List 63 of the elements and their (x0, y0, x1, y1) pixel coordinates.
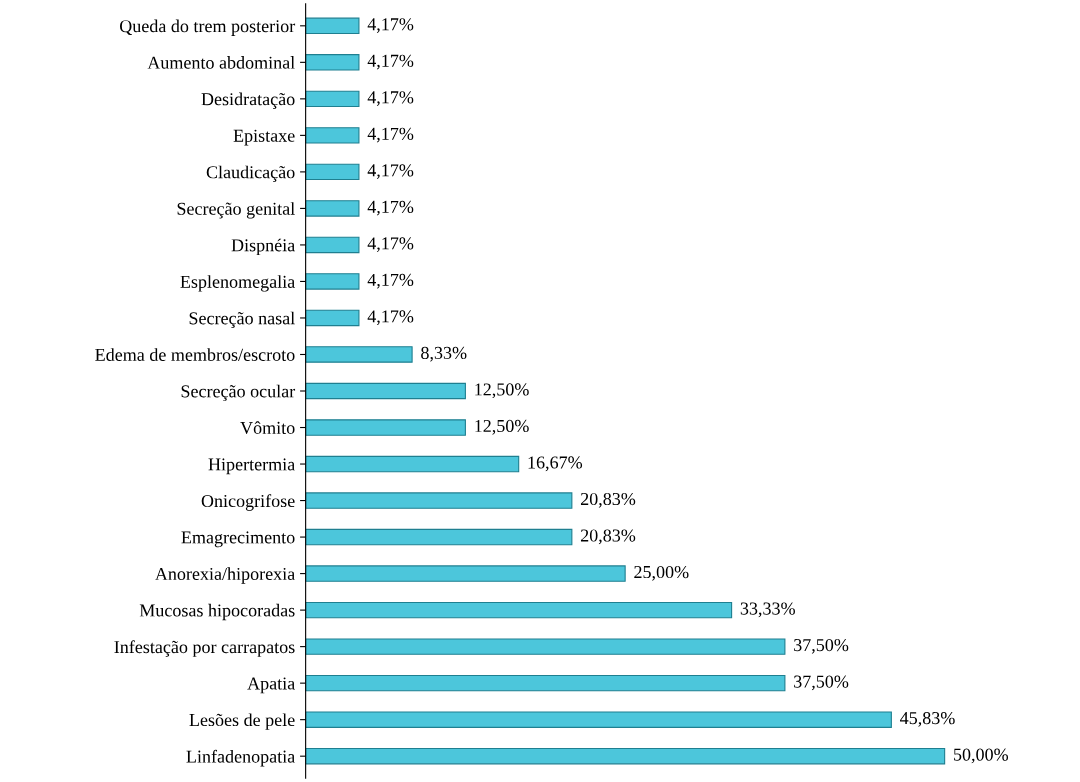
data-label: 4,17% (367, 164, 414, 180)
data-label: 12,50% (475, 383, 529, 399)
bar (305, 346, 413, 363)
y-tick-label: Mucosas hipocoradas (139, 603, 295, 621)
y-tick-label: Infestação por carrapatos (114, 640, 295, 657)
y-tick-label: Linfadenopatia (186, 749, 295, 767)
y-tick-label: Claudicação (206, 165, 295, 182)
y-tick-label: Onicogrifose (201, 494, 295, 511)
y-tick-label: Lesões de pele (189, 713, 295, 730)
bar (305, 17, 360, 35)
bar (305, 419, 466, 436)
bar (305, 127, 360, 144)
bar (305, 90, 360, 108)
data-label: 4,17% (367, 273, 414, 289)
data-label: 4,17% (367, 310, 414, 326)
y-tick-label: Secreção nasal (189, 311, 295, 329)
bar (305, 273, 360, 290)
data-label: 37,50% (794, 675, 849, 691)
data-label: 4,17% (367, 127, 414, 143)
y-tick-label: Dispnéia (231, 238, 295, 256)
bar (305, 565, 626, 582)
data-label: 8,33% (421, 346, 467, 362)
bar (305, 747, 946, 765)
data-label: 20,83% (580, 492, 636, 508)
y-tick-label: Epistaxe (233, 129, 295, 146)
data-label: 37,50% (794, 638, 849, 654)
y-tick-label: Hipertermia (208, 458, 295, 475)
bar (305, 163, 360, 181)
bar (305, 200, 360, 217)
bar (305, 54, 360, 71)
y-tick-label: Vômito (240, 421, 295, 435)
y-tick-label: Edema de membros/escroto (95, 348, 295, 361)
y-tick-label: Apatia (247, 677, 295, 694)
bar (305, 236, 360, 254)
bar (305, 309, 360, 327)
data-label: 4,17% (367, 91, 414, 106)
bar (305, 601, 733, 619)
data-label: 4,17% (367, 54, 414, 70)
bar (305, 711, 892, 728)
y-tick-label: Aumento abdominal (147, 56, 295, 69)
bar (305, 382, 466, 400)
bar (305, 528, 573, 546)
y-tick-label: Esplenomegalia (180, 275, 295, 292)
data-label: 50,00% (954, 748, 1009, 764)
y-tick-label: Secreção genital (177, 202, 295, 219)
data-label: 16,67% (528, 456, 583, 472)
data-label: 4,17% (367, 18, 414, 33)
y-tick-label: Queda do trem posterior (119, 19, 296, 36)
y-tick-label: Anorexia/hiporexia (155, 567, 295, 584)
y-tick-label: Secreção ocular (181, 384, 296, 402)
bar (305, 492, 573, 509)
data-label: 20,83% (580, 529, 636, 545)
data-label: 4,17% (367, 200, 414, 216)
data-label: 45,83% (900, 712, 955, 727)
data-label: 12,50% (475, 419, 529, 435)
data-label: 33,33% (740, 602, 795, 618)
bar (305, 455, 520, 473)
data-label: 25,00% (634, 565, 689, 581)
y-tick-label: Emagrecimento (181, 531, 295, 548)
data-label: 4,17% (367, 237, 414, 253)
bar (305, 638, 786, 655)
y-tick-label: Desidratação (201, 92, 295, 109)
bar (305, 674, 786, 692)
